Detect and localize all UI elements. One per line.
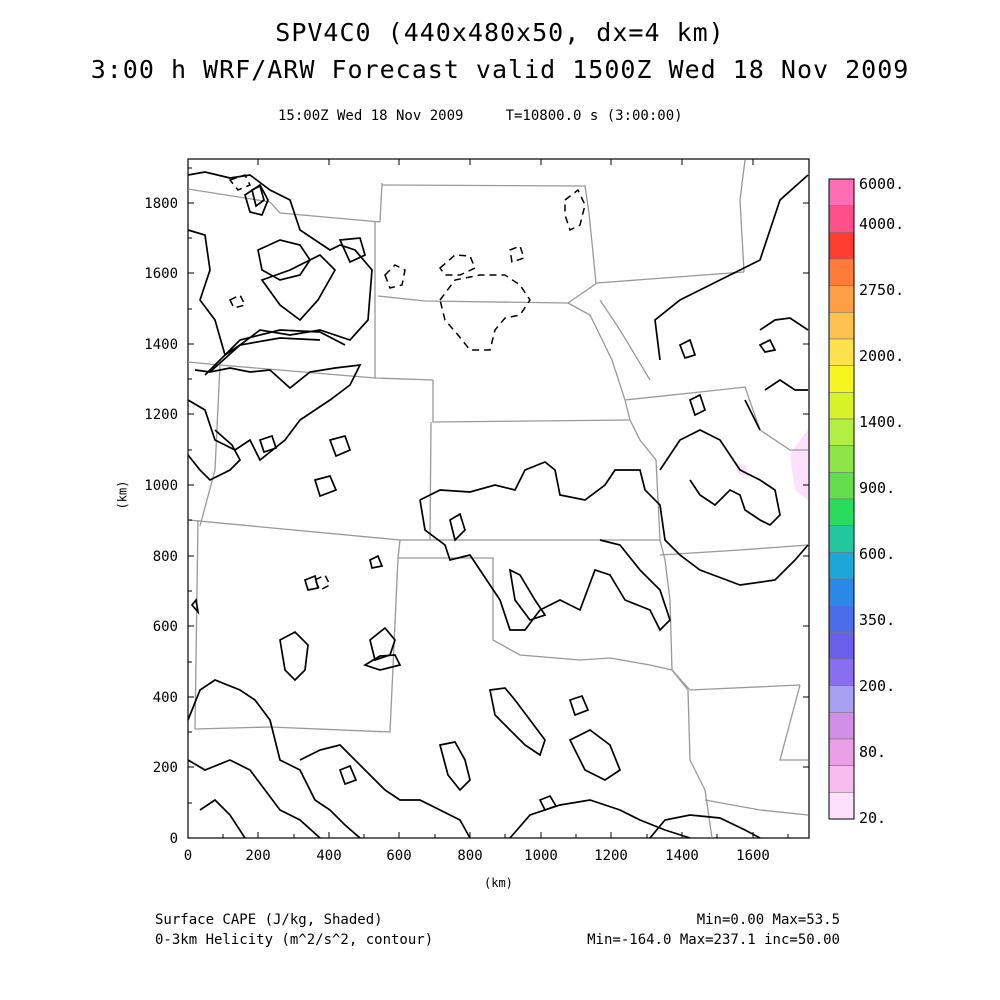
colorbar-frame [828, 178, 855, 820]
colorbar-swatch [828, 445, 855, 473]
colorbar-label: 80. [859, 743, 886, 761]
y-tick-label: 400 [153, 690, 178, 706]
x-tick-label: 200 [245, 848, 270, 864]
y-tick-label: 600 [153, 619, 178, 635]
x-tick-label: 1000 [524, 848, 558, 864]
colorbar-swatch [828, 418, 855, 446]
negative-helicity-contours [228, 174, 586, 592]
x-tick-label: 1400 [665, 848, 699, 864]
y-tick-label: 1200 [144, 407, 178, 423]
colorbar-swatch [828, 205, 855, 233]
colorbar-swatch [828, 232, 855, 260]
colorbar-label: 6000. [859, 175, 904, 193]
x-tick-labels: 0 200 400 600 800 1000 1200 1400 1600 [184, 848, 770, 864]
y-tick-label: 1000 [144, 478, 178, 494]
colorbar-label: 350. [859, 611, 895, 629]
colorbar-swatch [828, 578, 855, 606]
colorbar-label: 4000. [859, 215, 904, 233]
colorbar-swatch [828, 472, 855, 500]
colorbar-label: 2750. [859, 281, 904, 299]
colorbar-label: 600. [859, 545, 895, 563]
colorbar-label: 20. [859, 809, 886, 827]
colorbar-swatch [828, 178, 855, 206]
plot-frame [187, 158, 810, 839]
shaded-field-range: Min=0.00 Max=53.5 [696, 912, 840, 928]
colorbar-label: 1400. [859, 413, 904, 431]
colorbar-swatch [828, 525, 855, 553]
colorbar-swatch [828, 712, 855, 740]
colorbar-swatch [828, 365, 855, 393]
colorbar-swatch [828, 658, 855, 686]
state-boundaries [187, 159, 809, 839]
cape-shading [736, 430, 808, 500]
colorbar-swatch [828, 498, 855, 526]
x-tick-label: 1600 [736, 848, 770, 864]
plot-title: SPV4C0 (440x480x50, dx=4 km) [275, 18, 725, 47]
y-tick-label: 200 [153, 760, 178, 776]
x-tick-label: 600 [386, 848, 411, 864]
shaded-field-caption: Surface CAPE (J/kg, Shaded) [155, 912, 383, 928]
colorbar-swatch [828, 392, 855, 420]
colorbar-swatch [828, 312, 855, 340]
valid-time-subtitle: 15:00Z Wed 18 Nov 2009 T=10800.0 s (3:00… [278, 108, 683, 124]
forecast-valid-title: 3:00 h WRF/ARW Forecast valid 1500Z Wed … [90, 55, 910, 84]
x-tick-label: 800 [457, 848, 482, 864]
colorbar-swatch [828, 258, 855, 286]
colorbar-swatch [828, 552, 855, 580]
colorbar-swatch [828, 765, 855, 793]
colorbar-label: 900. [859, 479, 895, 497]
y-tick-label: 800 [153, 549, 178, 565]
colorbar-label: 2000. [859, 347, 904, 365]
x-axis-label: (km) [484, 876, 513, 890]
helicity-contours [187, 171, 809, 839]
y-tick-label: 0 [170, 831, 178, 847]
colorbar-swatch [828, 685, 855, 713]
axis-ticks [187, 159, 809, 839]
cape-colorbar [828, 178, 855, 820]
y-tick-labels: 0 200 400 600 800 1000 1200 1400 1600 18… [144, 196, 178, 847]
x-tick-label: 1200 [594, 848, 628, 864]
contour-field-range: Min=-164.0 Max=237.1 inc=50.00 [587, 932, 840, 948]
y-tick-label: 1600 [144, 266, 178, 282]
colorbar-swatch [828, 338, 855, 366]
colorbar-swatch [828, 738, 855, 766]
x-tick-label: 0 [184, 848, 192, 864]
y-tick-label: 1400 [144, 337, 178, 353]
colorbar-labels: 6000. 4000. 2750. 2000. 1400. 900. 600. … [859, 175, 904, 827]
colorbar-swatch [828, 285, 855, 313]
colorbar-swatch [828, 632, 855, 660]
colorbar-label: 200. [859, 677, 895, 695]
x-tick-label: 400 [316, 848, 341, 864]
contour-field-caption: 0-3km Helicity (m^2/s^2, contour) [155, 932, 434, 948]
colorbar-swatch [828, 605, 855, 633]
y-axis-label: (km) [115, 480, 130, 510]
y-tick-label: 1800 [144, 196, 178, 212]
colorbar-swatch [828, 792, 855, 820]
